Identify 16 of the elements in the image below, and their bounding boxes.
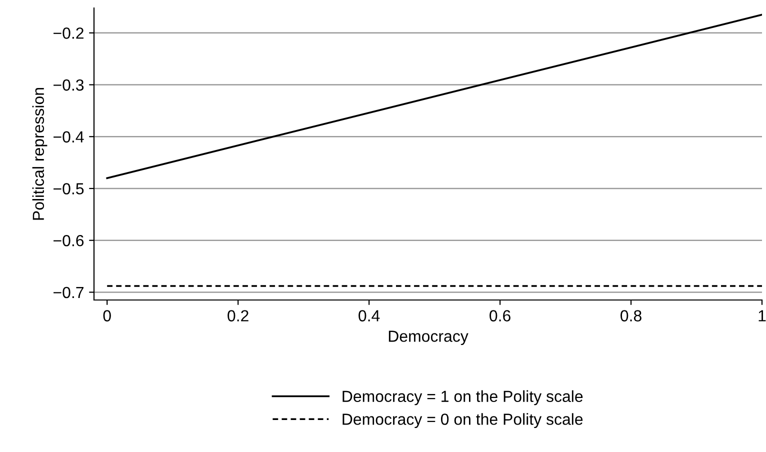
x-tick-label: 0 xyxy=(103,310,111,322)
x-tick-label: 0.8 xyxy=(620,310,642,322)
x-tick-label: 0.6 xyxy=(490,310,510,322)
y-tick-label: −0.4 xyxy=(54,131,84,143)
legend-label: Democracy = 1 on the Polity scale xyxy=(342,390,583,406)
x-tick-label: 1 xyxy=(758,310,766,322)
x-tick-label: 0.4 xyxy=(358,310,380,322)
y-tick-label: −0.2 xyxy=(54,28,84,39)
y-tick-label: −0.5 xyxy=(54,183,84,194)
x-axis-title: Democracy xyxy=(388,330,468,346)
y-axis-title: Political repression xyxy=(32,88,48,220)
x-tick-label: 0.2 xyxy=(228,310,248,322)
legend-label: Democracy = 0 on the Polity scale xyxy=(342,413,583,428)
y-tick-label: −0.6 xyxy=(54,234,84,246)
y-tick-label: −0.3 xyxy=(54,79,84,91)
y-tick-label: −0.7 xyxy=(54,286,84,298)
